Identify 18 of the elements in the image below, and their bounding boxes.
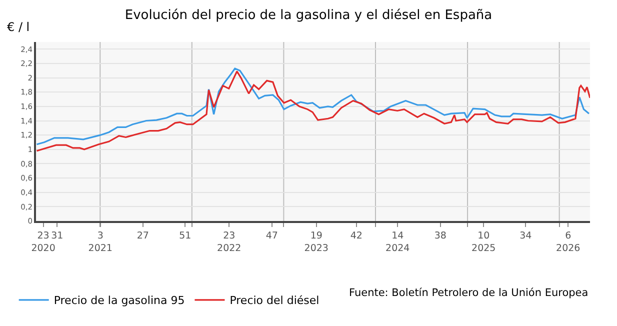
y-axis-title: € / l [7, 20, 30, 34]
x-tick-label: 10 2025 [472, 230, 496, 254]
x-tick-label: 3 2021 [88, 230, 112, 254]
x-tick-label: 6 2026 [556, 230, 580, 254]
legend-label: Precio del diésel [230, 294, 320, 308]
x-tick-label: 34 [520, 230, 532, 242]
legend-label: Precio de la gasolina 95 [54, 294, 185, 308]
x-tick-label: 14 2024 [386, 230, 410, 254]
x-tick-label: 42 [350, 230, 362, 242]
x-tick-label: 38 [434, 230, 446, 242]
chart-title: Evolución del precio de la gasolina y el diésel en España [124, 8, 492, 23]
x-tick-label: 27 [136, 230, 149, 242]
x-tick-label: 31 [51, 230, 64, 242]
x-tick-label: 51 [179, 230, 192, 242]
source-note: Fuente: Boletín Petrolero de la Unión Europea [349, 287, 588, 299]
x-tick-label: 47 [266, 230, 278, 242]
x-tick-label: 19 2023 [304, 230, 328, 254]
x-tick-label: 23 2022 [217, 230, 242, 254]
